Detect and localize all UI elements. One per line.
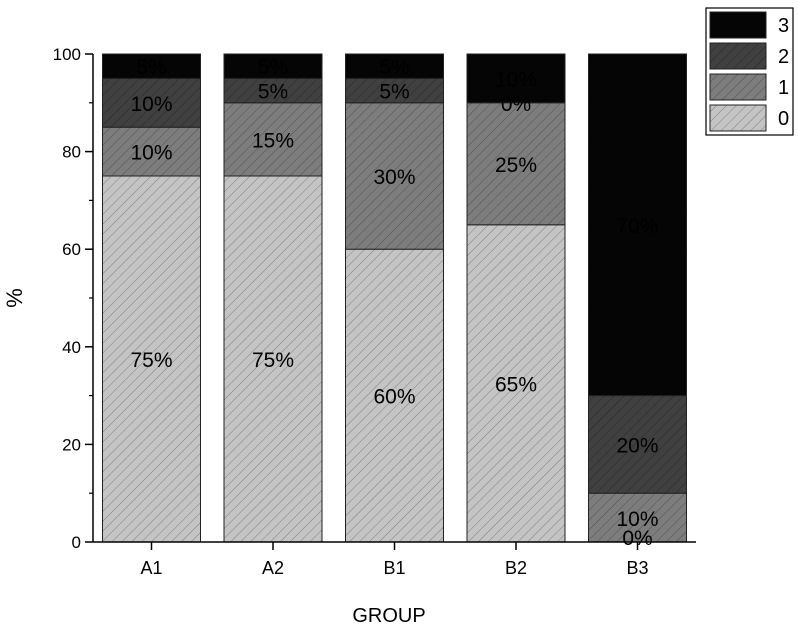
bar-hatch [224,102,322,176]
data-label: 10% [616,508,658,531]
data-label: 10% [495,68,537,91]
bar-hatch [224,54,322,79]
data-label: 70% [616,215,658,238]
plot-area: 75%10%10%5%75%15%5%5%60%30%5%5%65%25%0%1… [102,53,687,550]
bar-segment-b1-level-2 [345,77,444,104]
data-label: 60% [373,386,415,409]
data-label: 75% [130,349,172,372]
bar-hatch [588,493,687,542]
x-tick-label: A2 [262,558,284,578]
x-axis-label: GROUP [352,605,425,627]
bar-hatch [102,78,201,128]
y-tick-label: 0 [72,533,81,552]
legend-entry-1: 1 [709,73,789,101]
bar-segment-b2-level-0 [466,224,566,543]
legend-swatch-hatch [710,43,766,69]
legend-label: 1 [778,77,789,99]
legend: 3 2 1 0 [705,7,794,136]
data-label: 5% [379,81,409,104]
bar-hatch [224,176,322,542]
x-tick-label: A1 [140,558,162,578]
data-label: 25% [495,154,537,177]
y-tick-label: 60 [62,240,81,259]
bar-segment-b1-level-3 [345,53,444,79]
data-label: 5% [136,56,166,79]
bar-segment-b3-level-2 [588,395,687,494]
bar-hatch [102,127,201,176]
data-label: 75% [252,349,294,372]
legend-label: 3 [778,15,789,37]
bar-hatch [345,249,444,542]
bar-hatch [102,176,201,542]
bar-hatch [467,224,565,543]
bar-hatch [345,102,444,250]
y-axis-label: % [2,288,27,308]
data-label: 5% [258,81,288,104]
bar-segment-a2-level-2 [223,77,323,104]
data-label: 5% [258,56,288,79]
bar-hatch [588,395,687,494]
bar-segment-b1-level-1 [345,102,444,250]
legend-label: 0 [778,108,789,130]
y-tick-label: 40 [62,338,81,357]
legend-swatch-hatch [710,105,766,131]
legend-swatch-hatch [710,12,766,38]
bar-hatch [224,78,322,103]
bar-segment-a2-level-3 [223,53,323,79]
legend-swatch-hatch [710,74,766,100]
legend-label: 2 [778,46,789,68]
bar-segment-b3-level-1 [588,492,687,543]
data-label: 15% [252,129,294,152]
bar-segment-b3-level-3 [588,53,687,397]
legend-entry-3: 3 [709,11,789,39]
bar-hatch [345,78,444,103]
bar-segment-a2-level-0 [223,175,323,543]
axes: % GROUP 0 20 40 60 80 100 A1 A2 B1 B2 B3 [2,45,696,627]
x-tick-label: B2 [505,558,527,578]
data-label: 0% [501,93,531,116]
data-label: 10% [130,142,172,165]
bar-segment-a2-level-1 [223,102,323,177]
bar-segment-b1-level-0 [345,248,444,543]
data-label: 30% [373,166,415,189]
data-label: 10% [130,93,172,116]
bar-segment-a1-level-0 [102,175,201,543]
bar-hatch [102,54,201,79]
data-label: 0% [622,527,652,550]
x-tick-label: B1 [383,558,405,578]
bar-segment-b2-level-3 [466,53,566,104]
data-label: 20% [616,434,658,457]
bar-hatch [467,54,565,103]
bar-segment-a1-level-2 [102,77,201,128]
x-tick-label: B3 [626,558,648,578]
legend-entry-0: 0 [709,104,789,132]
y-tick-label: 80 [62,143,81,162]
data-label: 5% [379,56,409,79]
bar-hatch [467,102,565,225]
bar-segment-a1-level-3 [102,53,201,79]
y-tick-label: 20 [62,435,81,454]
bar-hatch [588,54,687,396]
data-label: 65% [495,373,537,396]
bar-hatch [345,54,444,79]
bar-segment-b2-level-1 [466,102,566,226]
legend-entry-2: 2 [709,42,789,70]
y-tick-label: 100 [53,45,81,64]
